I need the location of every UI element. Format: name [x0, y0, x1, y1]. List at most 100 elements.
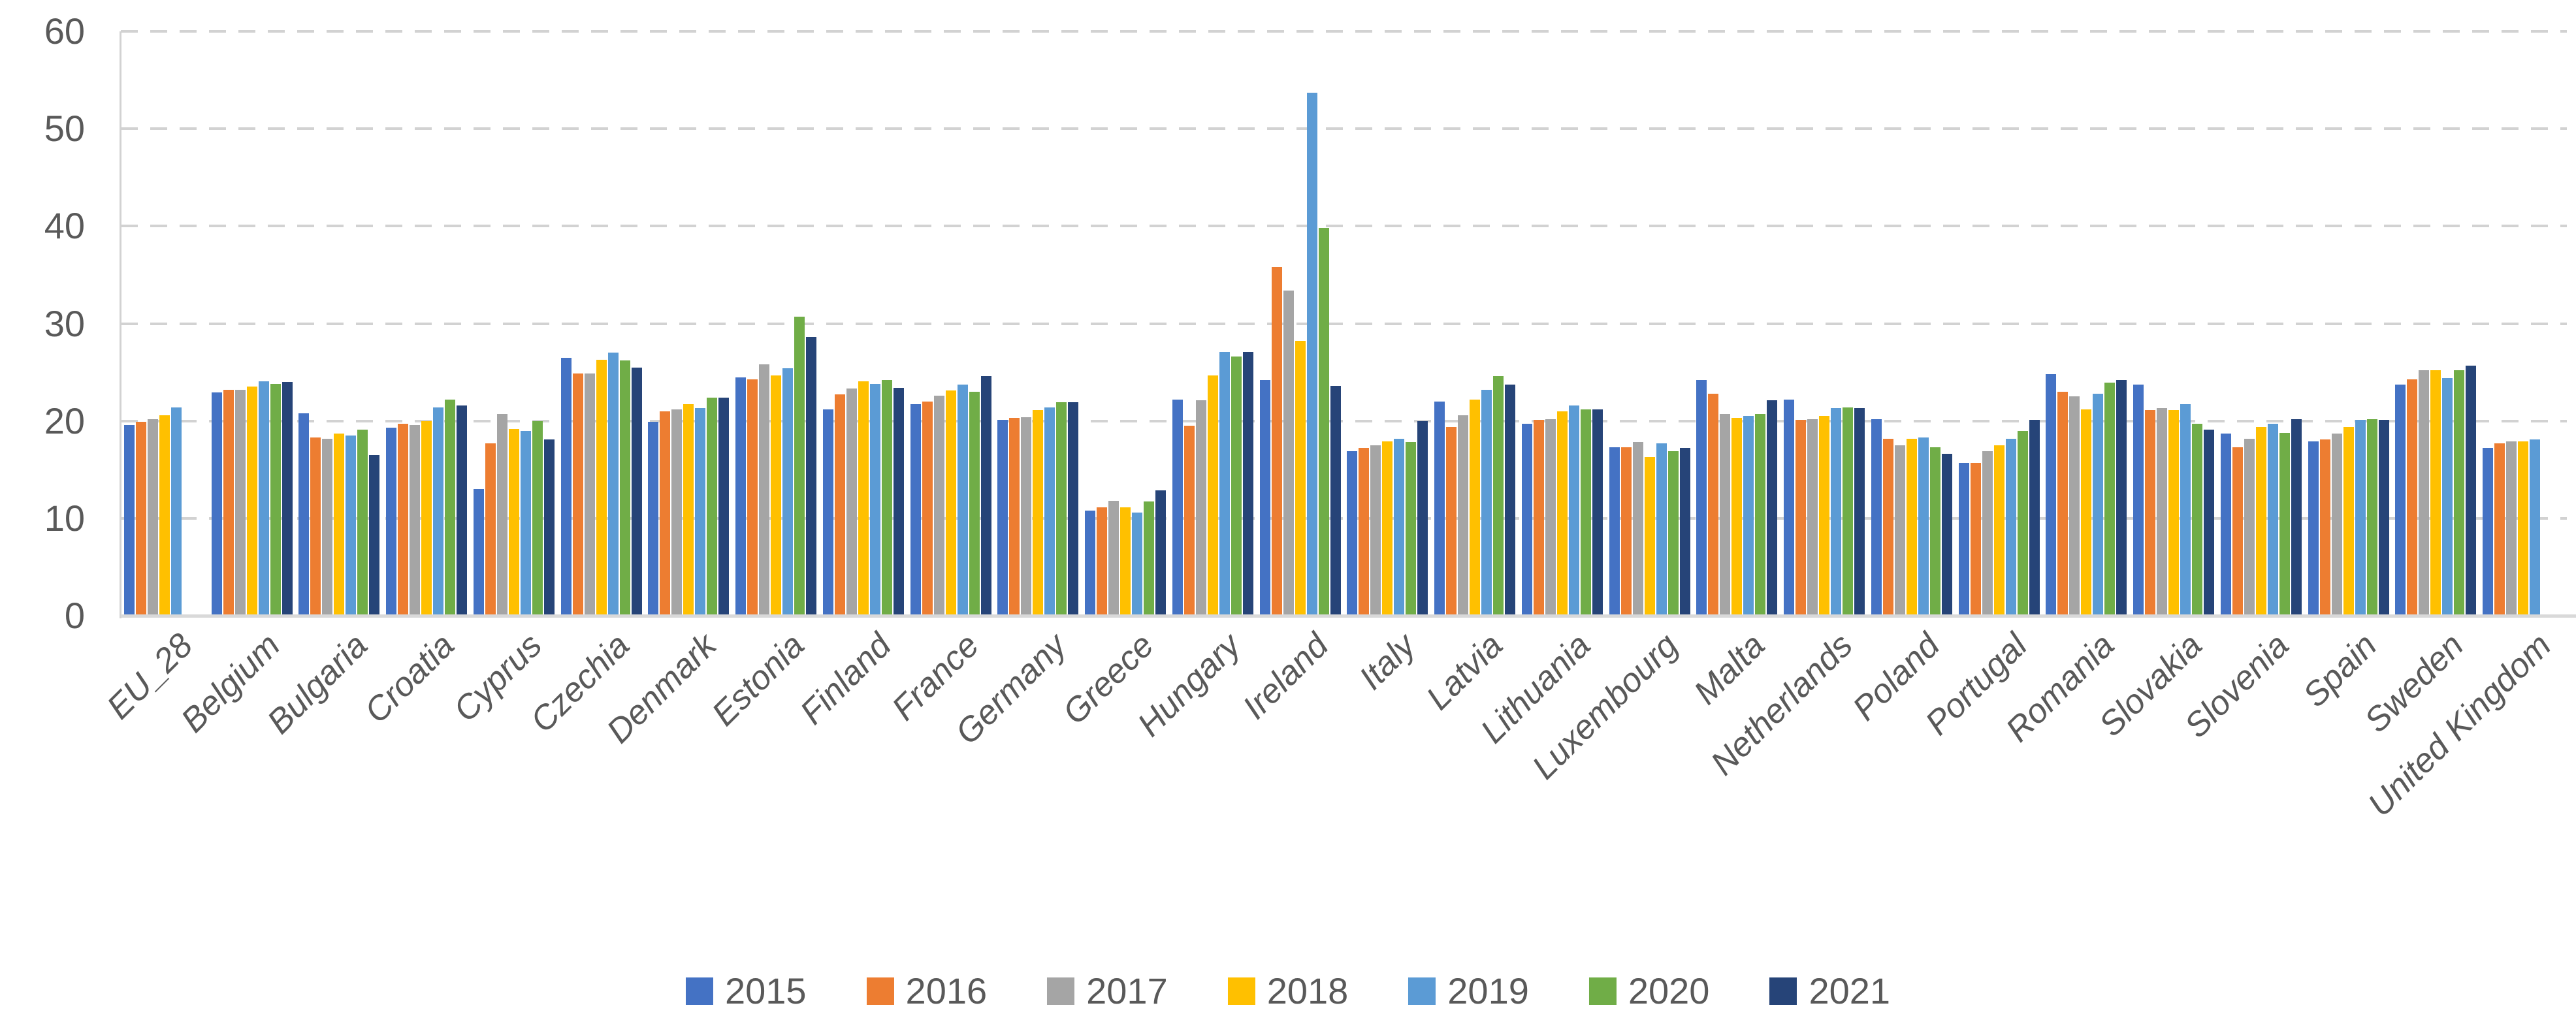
- bar-2016: [572, 373, 583, 616]
- y-tick-label: 10: [44, 497, 85, 539]
- bar-2020: [1929, 447, 1940, 616]
- y-axis-line: [120, 31, 121, 618]
- legend-label: 2016: [905, 970, 988, 1011]
- bar-group-romania: [2043, 31, 2131, 616]
- bar-2017: [496, 414, 507, 616]
- bar-group-portugal: [1956, 31, 2043, 616]
- bar-2015: [822, 409, 833, 616]
- bar-2021: [1679, 448, 1690, 616]
- bar-2015: [2483, 448, 2494, 616]
- bar-2018: [2518, 441, 2529, 616]
- bar-2017: [2157, 408, 2168, 616]
- bar-2017: [1021, 417, 1032, 616]
- bar-2016: [2145, 410, 2156, 616]
- bar-2017: [147, 419, 158, 616]
- legend-label: 2021: [1809, 970, 1891, 1011]
- bar-2016: [485, 443, 496, 616]
- bar-2020: [1667, 451, 1679, 616]
- bar-2016: [1271, 267, 1282, 616]
- bar-2019: [869, 384, 880, 616]
- bar-2016: [1620, 447, 1632, 616]
- bar-2017: [2506, 441, 2517, 616]
- bar-2018: [2430, 370, 2441, 616]
- bar-group-lithuania: [1519, 31, 1606, 616]
- bar-2015: [123, 425, 135, 616]
- legend-swatch: [685, 977, 713, 1005]
- y-tick-label: 0: [64, 595, 85, 636]
- bar-2021: [2204, 430, 2215, 616]
- bar-group-slovenia: [2217, 31, 2305, 616]
- bar-2015: [1434, 402, 1445, 616]
- bar-2019: [607, 353, 619, 616]
- bar-2019: [170, 407, 182, 616]
- legend-label: 2020: [1628, 970, 1710, 1011]
- bar-2017: [1632, 442, 1643, 616]
- bar-2021: [1155, 490, 1167, 616]
- bar-2019: [2093, 394, 2104, 616]
- bar-2016: [223, 390, 234, 616]
- bar-2020: [969, 392, 980, 616]
- bar-group-sweden: [2392, 31, 2480, 616]
- bar-2016: [1795, 420, 1807, 616]
- bar-2020: [2279, 433, 2290, 616]
- bar-2021: [2291, 419, 2302, 616]
- bar-2015: [1958, 463, 1969, 616]
- bar-2019: [1743, 416, 1754, 616]
- bar-2018: [771, 375, 782, 616]
- legend-swatch: [1769, 977, 1797, 1005]
- bar-2020: [881, 380, 892, 616]
- bar-2015: [2133, 385, 2144, 616]
- legend-label: 2018: [1266, 970, 1349, 1011]
- x-axis-label: Malta: [1686, 626, 1773, 712]
- bar-2018: [1556, 411, 1568, 616]
- bar-2018: [421, 421, 432, 616]
- bar-2018: [508, 429, 519, 616]
- bar-2019: [433, 407, 444, 616]
- bar-2017: [1370, 445, 1381, 616]
- bar-2015: [298, 413, 310, 616]
- bar-group-cyprus: [470, 31, 558, 616]
- bar-2020: [532, 421, 543, 616]
- bar-2019: [258, 381, 269, 616]
- bar-2016: [2494, 443, 2505, 616]
- bar-2015: [735, 377, 747, 616]
- bar-2019: [957, 385, 968, 616]
- bar-group-malta: [1694, 31, 1781, 616]
- bar-2017: [584, 373, 595, 616]
- bar-2020: [1144, 501, 1155, 616]
- legend-swatch: [1588, 977, 1617, 1005]
- bar-group-france: [907, 31, 995, 616]
- bar-2016: [922, 402, 933, 616]
- bar-group-luxembourg: [1606, 31, 1694, 616]
- bar-2015: [1347, 451, 1358, 616]
- bar-2015: [386, 428, 397, 616]
- bar-2017: [671, 409, 683, 616]
- bar-2015: [2395, 385, 2406, 616]
- bar-2017: [1283, 291, 1294, 616]
- bar-2020: [1755, 414, 1766, 616]
- bar-2021: [1330, 386, 1341, 616]
- y-tick-label: 40: [44, 205, 85, 247]
- bar-2017: [2419, 370, 2430, 616]
- bar-2017: [322, 439, 333, 616]
- legend-item-2018: 2018: [1227, 970, 1349, 1011]
- bar-2019: [782, 368, 794, 616]
- bar-2021: [718, 398, 730, 616]
- gridline: [121, 516, 2567, 520]
- bar-2021: [282, 382, 293, 616]
- bar-2020: [1843, 407, 1854, 616]
- bar-2017: [1108, 501, 1119, 616]
- bar-2019: [2530, 439, 2541, 616]
- bar-2018: [2343, 427, 2354, 616]
- bar-2018: [334, 434, 345, 616]
- x-axis-category-labels: EU_28 Belgium Bulgaria Croatia Cyprus Czechia…: [100, 626, 2567, 888]
- bar-2016: [1533, 420, 1544, 616]
- bar-2019: [1568, 405, 1579, 616]
- bar-2019: [2267, 424, 2278, 616]
- bar-group-belgium: [208, 31, 296, 616]
- bar-2018: [683, 404, 694, 616]
- bar-2017: [1894, 445, 1905, 616]
- bar-2021: [543, 439, 555, 616]
- x-axis-line: [121, 614, 2576, 618]
